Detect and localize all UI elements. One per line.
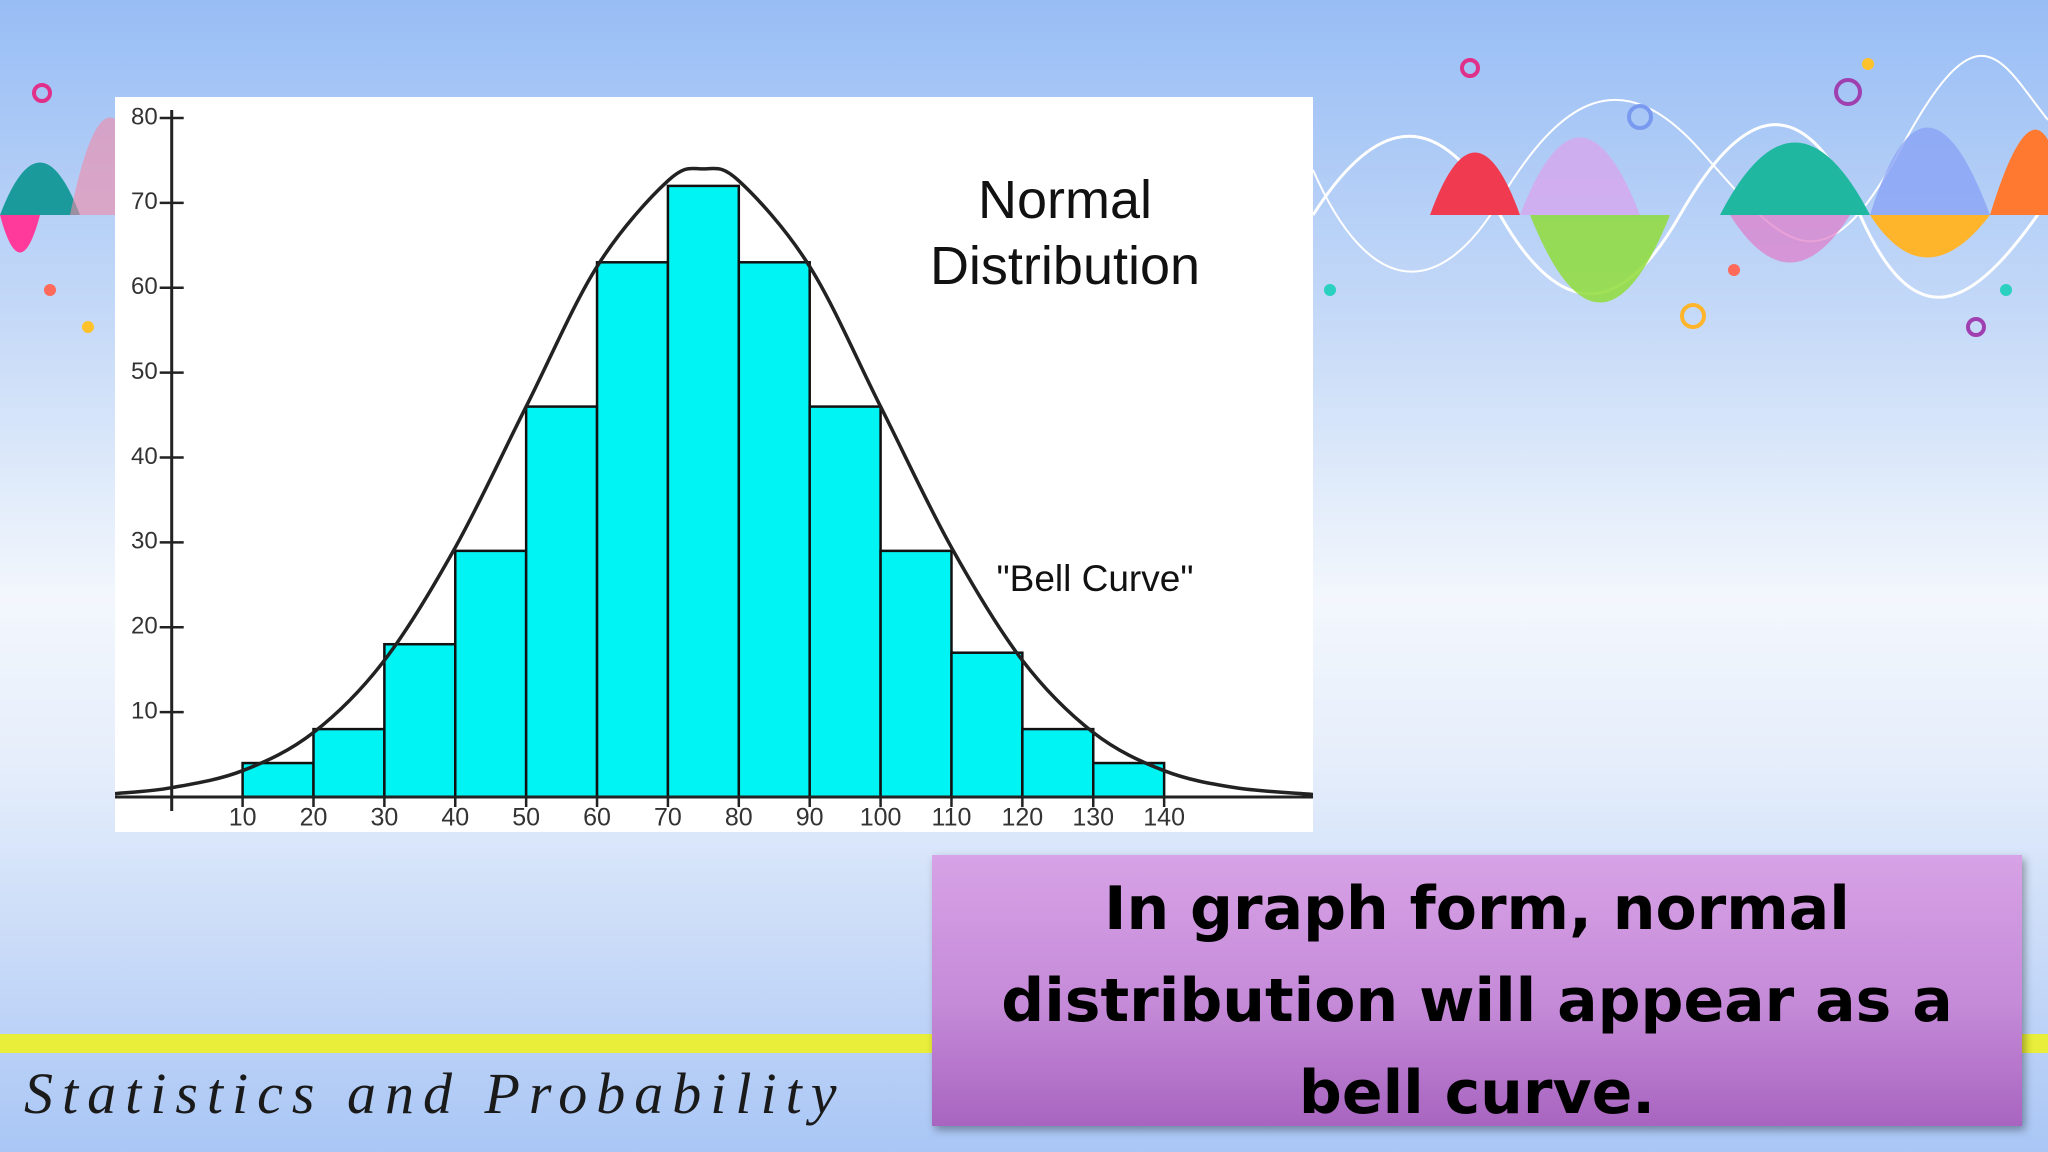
x-tick-label: 70 [654,804,682,832]
bar [454,549,528,799]
x-tick-label: 120 [1002,804,1044,832]
x-tick-label: 130 [1072,804,1114,832]
bar [950,651,1024,799]
chart-title: Normal Distribution [929,170,1201,296]
bar [666,184,741,799]
chart: 10 20 30 40 50 60 70 80 10 20 30 40 50 60 70 80 90 100 110… [115,103,1313,832]
x-tick-label: 30 [370,804,398,832]
y-tick-label: 30 [131,528,158,555]
x-tick-label: 40 [441,804,469,832]
x-tick-label: 20 [300,804,328,832]
y-tick-label: 60 [131,273,158,300]
chart-panel: 10 20 30 40 50 60 70 80 10 20 30 40 50 60 70 80 90 100 110… [115,97,1313,832]
y-tick-label: 10 [131,697,158,724]
bar [312,727,386,799]
caption: In graph form, normal distribution will … [932,855,2022,1128]
x-tick-label: 140 [1143,804,1185,832]
y-tick-label: 20 [131,613,158,640]
y-tick-label: 50 [131,358,158,385]
x-tick-label: 60 [583,804,611,832]
annotation: "Bell Curve" [997,558,1194,599]
decoration [0,55,2048,337]
footer: Statistics and Probability [24,1061,846,1126]
bar [1021,727,1095,799]
x-tick-label: 100 [860,804,902,832]
bell-curve [115,166,1313,797]
bar [595,261,670,799]
y-tick-label: 80 [131,103,158,130]
y-tick-label: 70 [131,188,158,215]
x-tick-label: 90 [796,804,824,832]
bar [737,261,811,799]
x-tick-label: 110 [932,804,972,832]
bar [524,405,599,799]
bar [808,405,882,799]
x-tick-label: 50 [512,804,540,832]
bar [879,549,953,799]
y-tick-label: 40 [131,443,158,470]
x-tick-label: 10 [229,804,257,832]
bar [383,642,457,799]
x-tick-label: 80 [725,804,753,832]
